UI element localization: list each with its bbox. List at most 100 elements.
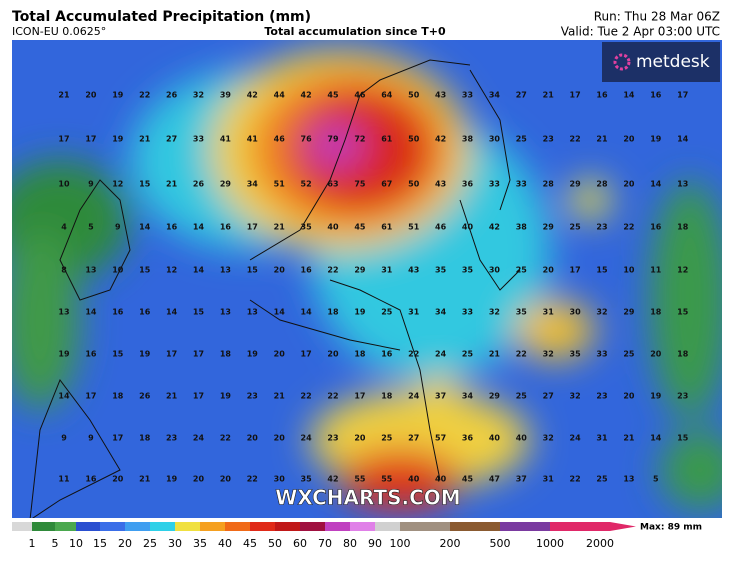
grid-value: 26 xyxy=(193,180,205,189)
grid-value: 40 xyxy=(327,223,339,232)
colorbar-label: 1 xyxy=(29,537,36,550)
grid-value: 20 xyxy=(327,350,339,359)
grid-value: 22 xyxy=(570,475,581,484)
grid-value: 24 xyxy=(193,434,205,443)
grid-value: 19 xyxy=(247,350,259,359)
grid-value: 24 xyxy=(301,434,313,443)
grid-value: 31 xyxy=(543,308,555,317)
grid-value: 22 xyxy=(247,475,258,484)
grid-value: 22 xyxy=(570,135,581,144)
grid-value: 17 xyxy=(247,223,258,232)
grid-value: 16 xyxy=(381,350,393,359)
grid-value: 34 xyxy=(489,91,501,100)
grid-value: 17 xyxy=(85,135,96,144)
grid-value: 21 xyxy=(274,223,286,232)
valid: Valid: Tue 2 Apr 03:00 UTC xyxy=(561,25,720,39)
grid-value: 15 xyxy=(677,434,689,443)
grid-value: 17 xyxy=(193,392,204,401)
colorbar-label: 70 xyxy=(318,537,332,550)
watermark: WXCHARTS.COM xyxy=(275,486,460,510)
grid-value: 42 xyxy=(489,223,500,232)
grid-value: 32 xyxy=(570,392,581,401)
grid-value: 22 xyxy=(516,350,527,359)
colorbar-label: 50 xyxy=(268,537,282,550)
grid-value: 40 xyxy=(516,434,528,443)
grid-value: 32 xyxy=(543,350,554,359)
model: ICON-EU 0.0625° xyxy=(12,25,106,38)
brand-box xyxy=(602,42,720,82)
grid-value: 29 xyxy=(354,266,366,275)
colorbar-label: 30 xyxy=(168,537,182,550)
grid-value: 38 xyxy=(516,223,528,232)
grid-value: 31 xyxy=(543,475,555,484)
grid-value: 31 xyxy=(381,266,393,275)
colorbar-label: 80 xyxy=(343,537,357,550)
colorbar-segment xyxy=(55,522,76,531)
grid-value: 23 xyxy=(166,434,177,443)
grid-value: 43 xyxy=(435,91,446,100)
grid-value: 33 xyxy=(462,308,473,317)
grid-value: 25 xyxy=(462,350,474,359)
grid-value: 43 xyxy=(435,180,446,189)
colorbar-segment xyxy=(250,522,275,531)
grid-value: 35 xyxy=(570,350,582,359)
grid-value: 19 xyxy=(58,350,70,359)
colorbar-label: 2000 xyxy=(586,537,614,550)
grid-value: 33 xyxy=(193,135,204,144)
grid-value: 17 xyxy=(570,266,581,275)
grid-value: 46 xyxy=(435,223,447,232)
colorbar-label: 90 xyxy=(368,537,382,550)
grid-value: 16 xyxy=(596,91,608,100)
grid-value: 12 xyxy=(166,266,177,275)
grid-value: 18 xyxy=(354,350,366,359)
grid-value: 20 xyxy=(85,91,97,100)
grid-value: 39 xyxy=(220,91,232,100)
grid-value: 16 xyxy=(166,223,178,232)
colorbar-segment xyxy=(450,522,500,531)
grid-value: 17 xyxy=(301,350,312,359)
grid-value: 28 xyxy=(596,180,608,189)
grid-value: 34 xyxy=(462,392,474,401)
grid-value: 42 xyxy=(301,91,312,100)
colorbar-label: 1000 xyxy=(536,537,564,550)
grid-value: 21 xyxy=(543,91,555,100)
grid-value: 20 xyxy=(623,135,635,144)
grid-value: 14 xyxy=(650,180,662,189)
grid-value: 26 xyxy=(139,392,151,401)
grid-value: 20 xyxy=(193,475,205,484)
grid-value: 18 xyxy=(381,392,393,401)
grid-value: 13 xyxy=(85,266,96,275)
grid-value: 16 xyxy=(85,475,97,484)
grid-value: 52 xyxy=(301,180,312,189)
grid-value: 20 xyxy=(623,180,635,189)
grid-value: 50 xyxy=(408,135,420,144)
colorbar-label: 40 xyxy=(218,537,232,550)
grid-value: 22 xyxy=(327,392,338,401)
grid-value: 14 xyxy=(274,308,286,317)
grid-value: 19 xyxy=(650,135,662,144)
grid-value: 27 xyxy=(408,434,419,443)
colorbar-label: 5 xyxy=(52,537,59,550)
colorbar-label: 100 xyxy=(390,537,411,550)
grid-value: 50 xyxy=(408,180,420,189)
grid-value: 13 xyxy=(247,308,258,317)
grid-value: 15 xyxy=(193,308,205,317)
grid-value: 21 xyxy=(623,434,635,443)
colorbar-label: 500 xyxy=(490,537,511,550)
grid-value: 21 xyxy=(139,135,151,144)
grid-value: 57 xyxy=(435,434,446,443)
grid-value: 36 xyxy=(462,180,474,189)
grid-value: 18 xyxy=(139,434,151,443)
grid-value: 32 xyxy=(489,308,500,317)
grid-value: 27 xyxy=(166,135,177,144)
colorbar-label: 45 xyxy=(243,537,257,550)
subtitle: Total accumulation since T+0 xyxy=(264,25,446,38)
grid-value: 64 xyxy=(381,91,393,100)
colorbar-segment xyxy=(350,522,375,531)
grid-value: 20 xyxy=(650,350,662,359)
grid-value: 29 xyxy=(543,223,555,232)
grid-value: 25 xyxy=(381,434,393,443)
grid-value: 55 xyxy=(354,475,366,484)
grid-value: 42 xyxy=(435,135,446,144)
